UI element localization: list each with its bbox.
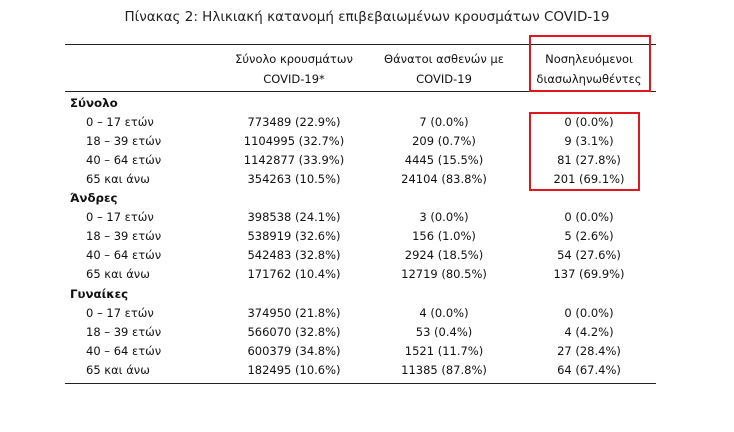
deaths-cell: 1521 (11.7%) bbox=[404, 344, 484, 358]
age-group: 40 – 64 ετών bbox=[86, 344, 162, 358]
header-hospitalized: Νοσηλευόμενοι διασωληνωθέντες bbox=[530, 49, 648, 89]
header-deaths-line2: COVID-19 bbox=[416, 72, 472, 86]
header-top-rule bbox=[65, 44, 656, 45]
section-title: Άνδρες bbox=[70, 191, 118, 205]
section-title: Γυναίκες bbox=[70, 287, 129, 301]
cases-cell: 374950 (21.8%) bbox=[247, 306, 341, 320]
cases-cell: 600379 (34.8%) bbox=[247, 344, 341, 358]
hospitalized-cell: 0 (0.0%) bbox=[564, 306, 614, 320]
table-bottom-rule bbox=[65, 383, 656, 384]
age-group: 18 – 39 ετών bbox=[86, 229, 162, 243]
hospitalized-cell: 0 (0.0%) bbox=[564, 115, 614, 129]
deaths-cell: 24104 (83.8%) bbox=[401, 172, 487, 186]
table-row: 0 – 17 ετών 374950 (21.8%) 4 (0.0%) 0 (0… bbox=[0, 304, 734, 323]
header-hospitalized-line2: διασωληνωθέντες bbox=[536, 72, 642, 86]
deaths-cell: 2924 (18.5%) bbox=[404, 248, 484, 262]
table-row: 40 – 64 ετών 600379 (34.8%) 1521 (11.7%)… bbox=[0, 342, 734, 361]
cases-cell: 182495 (10.6%) bbox=[247, 363, 341, 377]
header-highlight-box bbox=[529, 35, 651, 92]
hospitalized-cell: 0 (0.0%) bbox=[564, 210, 614, 224]
hospitalized-cell: 9 (3.1%) bbox=[564, 134, 614, 148]
table-row: 65 και άνω 171762 (10.4%) 12719 (80.5%) … bbox=[0, 265, 734, 284]
age-group: 40 – 64 ετών bbox=[86, 153, 162, 167]
deaths-cell: 12719 (80.5%) bbox=[401, 267, 487, 281]
cases-cell: 354263 (10.5%) bbox=[247, 172, 341, 186]
age-group: 65 και άνω bbox=[86, 172, 150, 186]
hospitalized-cell: 54 (27.6%) bbox=[557, 248, 621, 262]
header-cases-line1: Σύνολο κρουσμάτων bbox=[235, 52, 353, 66]
cases-cell: 171762 (10.4%) bbox=[247, 267, 341, 281]
cases-cell: 566070 (32.8%) bbox=[247, 325, 341, 339]
age-group: 65 και άνω bbox=[86, 363, 150, 377]
table-row: 40 – 64 ετών 1142877 (33.9%) 4445 (15.5%… bbox=[0, 151, 734, 170]
cases-cell: 1104995 (32.7%) bbox=[243, 134, 345, 148]
header-deaths: Θάνατοι ασθενών με COVID-19 bbox=[380, 49, 508, 89]
table-row: 0 – 17 ετών 773489 (22.9%) 7 (0.0%) 0 (0… bbox=[0, 113, 734, 132]
header-cases: Σύνολο κρουσμάτων COVID-19* bbox=[230, 49, 358, 89]
header-bottom-rule bbox=[65, 91, 656, 92]
cases-cell: 538919 (32.6%) bbox=[247, 229, 341, 243]
cases-cell: 773489 (22.9%) bbox=[247, 115, 341, 129]
table-title: Πίνακας 2: Ηλικιακή κατανομή επιβεβαιωμέ… bbox=[124, 9, 610, 25]
cases-cell: 1142877 (33.9%) bbox=[243, 153, 345, 167]
deaths-cell: 4 (0.0%) bbox=[419, 306, 469, 320]
table-row: 18 – 39 ετών 1104995 (32.7%) 209 (0.7%) … bbox=[0, 132, 734, 151]
deaths-cell: 11385 (87.8%) bbox=[401, 363, 487, 377]
table-row: 40 – 64 ετών 542483 (32.8%) 2924 (18.5%)… bbox=[0, 246, 734, 265]
deaths-cell: 53 (0.4%) bbox=[415, 325, 473, 339]
age-group: 0 – 17 ετών bbox=[86, 306, 154, 320]
table-row: 0 – 17 ετών 398538 (24.1%) 3 (0.0%) 0 (0… bbox=[0, 208, 734, 227]
hospitalized-cell: 4 (4.2%) bbox=[564, 325, 614, 339]
header-hospitalized-line1: Νοσηλευόμενοι bbox=[545, 52, 633, 66]
age-group: 18 – 39 ετών bbox=[86, 325, 162, 339]
table-row: 18 – 39 ετών 538919 (32.6%) 156 (1.0%) 5… bbox=[0, 227, 734, 246]
deaths-cell: 4445 (15.5%) bbox=[404, 153, 484, 167]
deaths-cell: 209 (0.7%) bbox=[412, 134, 476, 148]
cases-cell: 398538 (24.1%) bbox=[247, 210, 341, 224]
hospitalized-cell: 64 (67.4%) bbox=[557, 363, 621, 377]
deaths-cell: 3 (0.0%) bbox=[419, 210, 469, 224]
table-row: 18 – 39 ετών 566070 (32.8%) 53 (0.4%) 4 … bbox=[0, 323, 734, 342]
hospitalized-cell: 201 (69.1%) bbox=[553, 172, 625, 186]
hospitalized-cell: 27 (28.4%) bbox=[557, 344, 621, 358]
table-row: 65 και άνω 182495 (10.6%) 11385 (87.8%) … bbox=[0, 361, 734, 380]
age-group: 0 – 17 ετών bbox=[86, 210, 154, 224]
age-group: 65 και άνω bbox=[86, 267, 150, 281]
age-group: 0 – 17 ετών bbox=[86, 115, 154, 129]
deaths-cell: 7 (0.0%) bbox=[419, 115, 469, 129]
header-deaths-line1: Θάνατοι ασθενών με bbox=[384, 52, 504, 66]
section-title: Σύνολο bbox=[70, 96, 118, 110]
table-row: 65 και άνω 354263 (10.5%) 24104 (83.8%) … bbox=[0, 170, 734, 189]
header-cases-line2: COVID-19* bbox=[263, 72, 325, 86]
hospitalized-cell: 81 (27.8%) bbox=[557, 153, 621, 167]
hospitalized-cell: 5 (2.6%) bbox=[564, 229, 614, 243]
cases-cell: 542483 (32.8%) bbox=[247, 248, 341, 262]
deaths-cell: 156 (1.0%) bbox=[412, 229, 476, 243]
age-group: 18 – 39 ετών bbox=[86, 134, 162, 148]
hospitalized-cell: 137 (69.9%) bbox=[553, 267, 625, 281]
age-group: 40 – 64 ετών bbox=[86, 248, 162, 262]
values-highlight-box bbox=[529, 112, 640, 191]
